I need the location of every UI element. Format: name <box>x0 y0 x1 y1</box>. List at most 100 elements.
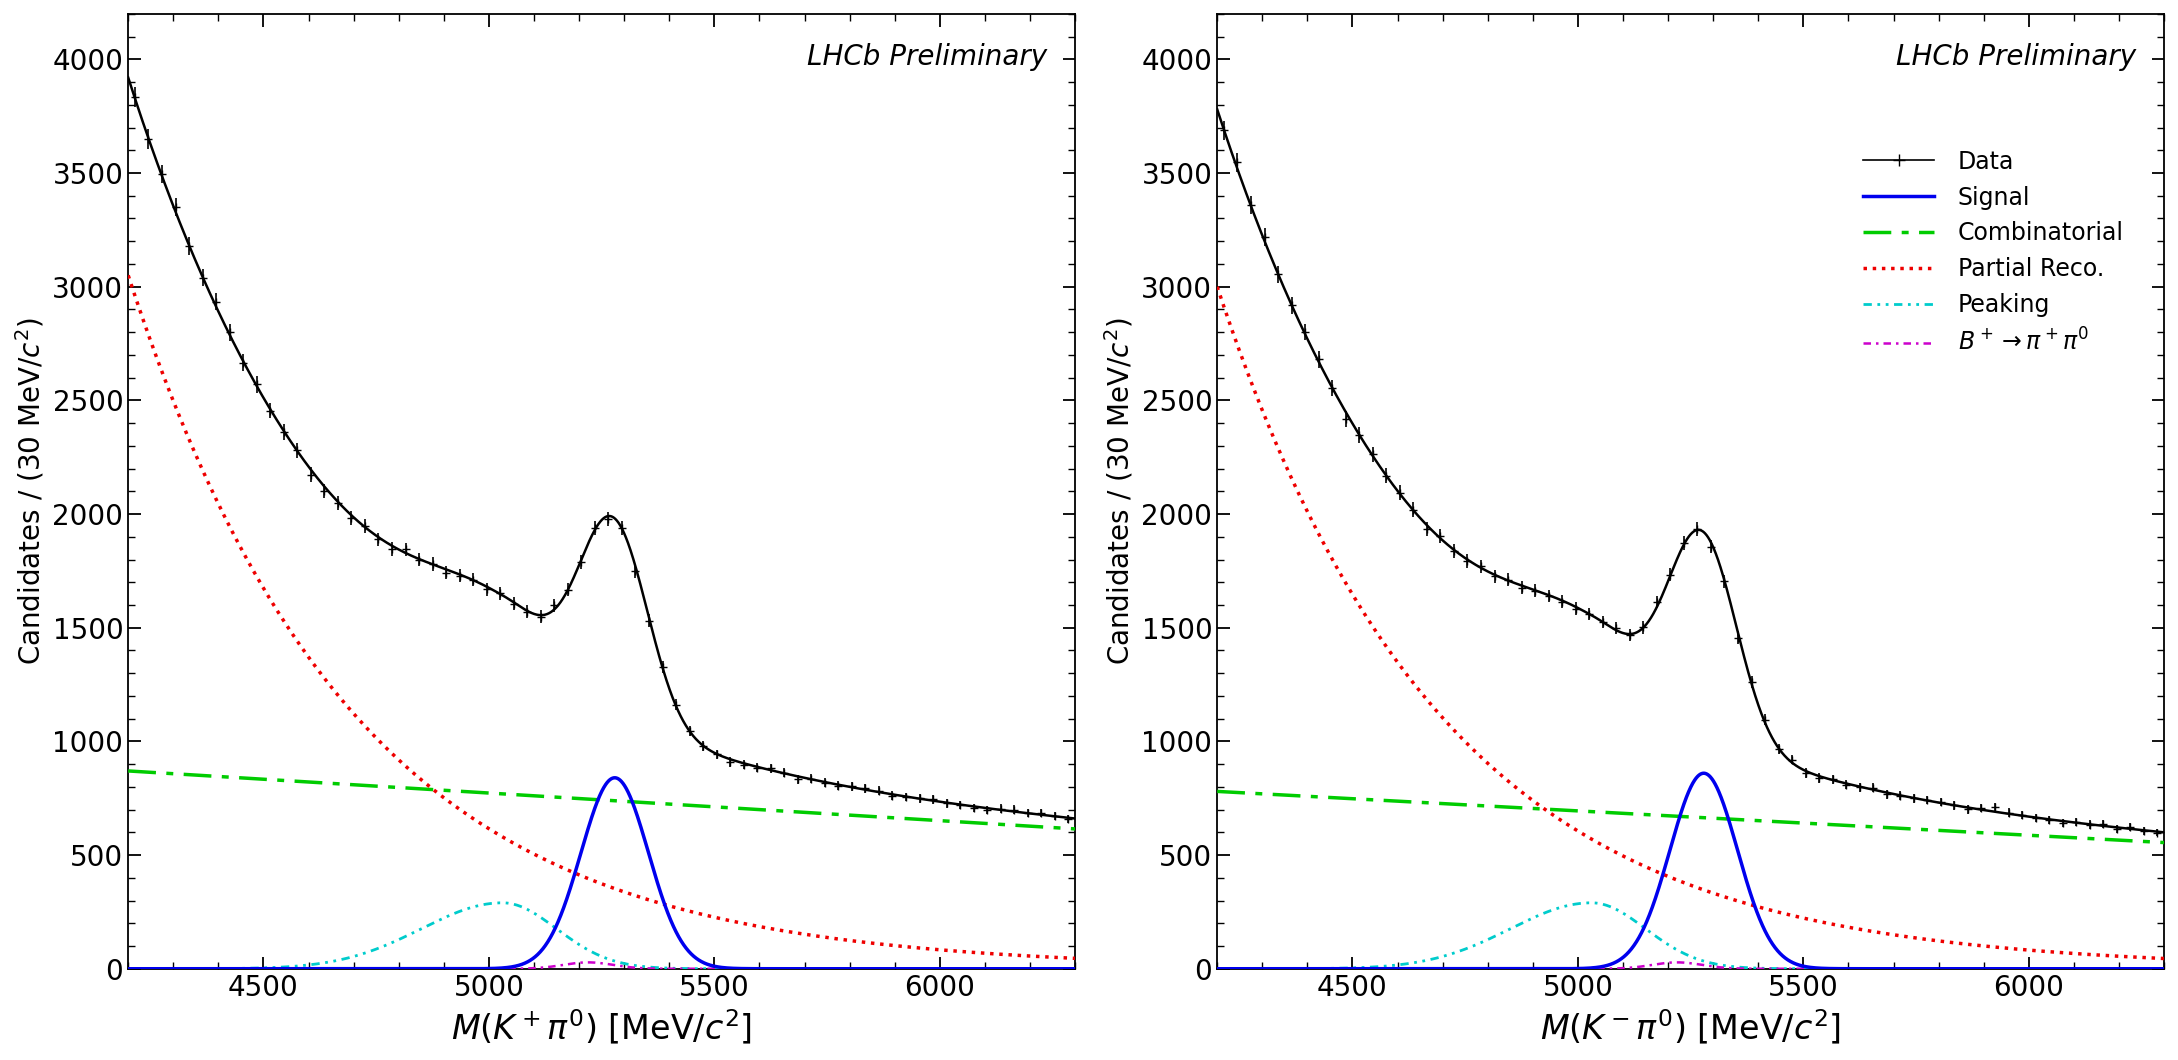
Partial Reco. <box>2152 952 2178 965</box>
$B^+ \rightarrow \pi^+\pi^0$ <box>115 962 142 975</box>
$B^+ \rightarrow \pi^+\pi^0$ <box>1607 961 1634 974</box>
Peaking <box>1063 962 1089 975</box>
Combinatorial <box>1311 791 1337 803</box>
Partial Reco. <box>1063 952 1089 965</box>
Partial Reco. <box>1311 540 1337 552</box>
Line: Signal: Signal <box>129 778 1076 969</box>
Peaking <box>1204 962 1231 975</box>
$B^+ \rightarrow \pi^+\pi^0$ <box>1664 956 1690 969</box>
Peaking <box>1043 962 1069 975</box>
$B^+ \rightarrow \pi^+\pi^0$ <box>2132 962 2158 975</box>
Signal <box>115 962 142 975</box>
Partial Reco. <box>518 847 544 860</box>
$B^+ \rightarrow \pi^+\pi^0$ <box>279 962 305 975</box>
Peaking <box>222 962 248 975</box>
Line: $B^+ \rightarrow \pi^+\pi^0$: $B^+ \rightarrow \pi^+\pi^0$ <box>1218 962 2165 969</box>
Line: Peaking: Peaking <box>1218 903 2165 969</box>
Line: Combinatorial: Combinatorial <box>129 771 1076 829</box>
Combinatorial <box>479 787 505 799</box>
$B^+ \rightarrow \pi^+\pi^0$ <box>1043 962 1069 975</box>
Peaking <box>2030 962 2056 975</box>
X-axis label: $M(K^+\pi^0)$ [MeV/$c^2$]: $M(K^+\pi^0)$ [MeV/$c^2$] <box>451 1007 751 1046</box>
Line: Peaking: Peaking <box>129 903 1076 969</box>
Signal <box>479 962 505 975</box>
$B^+ \rightarrow \pi^+\pi^0$ <box>941 962 967 975</box>
Signal <box>1063 962 1089 975</box>
Partial Reco. <box>941 944 967 957</box>
Peaking <box>2152 962 2178 975</box>
Line: Combinatorial: Combinatorial <box>1218 792 2165 843</box>
Peaking <box>1568 897 1594 909</box>
Peaking <box>1579 897 1605 909</box>
Partial Reco. <box>2030 944 2056 957</box>
Peaking <box>2132 962 2158 975</box>
Y-axis label: Candidates / (30 MeV/$c^2$): Candidates / (30 MeV/$c^2$) <box>13 317 46 666</box>
Peaking <box>279 960 305 973</box>
Partial Reco. <box>1607 849 1634 862</box>
Combinatorial <box>1568 805 1594 817</box>
Signal <box>1311 962 1337 975</box>
Peaking <box>941 962 967 975</box>
$B^+ \rightarrow \pi^+\pi^0$ <box>1568 962 1594 975</box>
Peaking <box>1311 962 1337 975</box>
Line: $B^+ \rightarrow \pi^+\pi^0$: $B^+ \rightarrow \pi^+\pi^0$ <box>129 962 1076 969</box>
Peaking <box>521 906 547 919</box>
Partial Reco. <box>1368 633 1394 646</box>
Combinatorial <box>115 764 142 777</box>
$B^+ \rightarrow \pi^+\pi^0$ <box>2152 962 2178 975</box>
Partial Reco. <box>279 628 305 640</box>
Signal <box>601 772 627 784</box>
Combinatorial <box>279 775 305 788</box>
Text: LHCb Preliminary: LHCb Preliminary <box>1895 42 2137 71</box>
X-axis label: $M(K^-\pi^0)$ [MeV/$c^2$]: $M(K^-\pi^0)$ [MeV/$c^2$] <box>1540 1007 1840 1046</box>
Combinatorial <box>1607 807 1634 819</box>
Partial Reco. <box>1204 280 1231 293</box>
Combinatorial <box>2030 830 2056 843</box>
$B^+ \rightarrow \pi^+\pi^0$ <box>518 961 544 974</box>
Combinatorial <box>1063 823 1089 835</box>
$B^+ \rightarrow \pi^+\pi^0$ <box>575 956 601 969</box>
$B^+ \rightarrow \pi^+\pi^0$ <box>1311 962 1337 975</box>
Partial Reco. <box>115 269 142 282</box>
Combinatorial <box>1043 822 1069 834</box>
Peaking <box>479 897 505 909</box>
Combinatorial <box>518 790 544 802</box>
Partial Reco. <box>1043 951 1069 964</box>
$B^+ \rightarrow \pi^+\pi^0$ <box>479 962 505 975</box>
Signal <box>2132 962 2158 975</box>
Combinatorial <box>1204 785 1231 798</box>
Line: Partial Reco.: Partial Reco. <box>129 276 1076 958</box>
$B^+ \rightarrow \pi^+\pi^0$ <box>2030 962 2056 975</box>
Line: Signal: Signal <box>1218 773 2165 969</box>
Signal <box>1568 962 1594 975</box>
Signal <box>518 953 544 966</box>
Combinatorial <box>1368 794 1394 807</box>
$B^+ \rightarrow \pi^+\pi^0$ <box>1368 962 1394 975</box>
Legend: Data, Signal, Combinatorial, Partial Reco., Peaking, $B^+ \rightarrow \pi^+\pi^0: Data, Signal, Combinatorial, Partial Rec… <box>1853 140 2134 366</box>
Combinatorial <box>2152 836 2178 849</box>
Signal <box>2152 962 2178 975</box>
Peaking <box>1610 906 1636 919</box>
Peaking <box>490 897 516 909</box>
$B^+ \rightarrow \pi^+\pi^0$ <box>1204 962 1231 975</box>
Combinatorial <box>222 772 248 784</box>
Signal <box>1204 962 1231 975</box>
Combinatorial <box>2132 835 2158 848</box>
Signal <box>1690 766 1716 779</box>
Partial Reco. <box>479 824 505 836</box>
Peaking <box>115 962 142 975</box>
Combinatorial <box>941 815 967 828</box>
Signal <box>941 962 967 975</box>
Partial Reco. <box>222 533 248 546</box>
Signal <box>1043 962 1069 975</box>
Signal <box>279 962 305 975</box>
$B^+ \rightarrow \pi^+\pi^0$ <box>222 962 248 975</box>
Line: Partial Reco.: Partial Reco. <box>1218 286 2165 958</box>
Signal <box>2030 962 2056 975</box>
Y-axis label: Candidates / (30 MeV/$c^2$): Candidates / (30 MeV/$c^2$) <box>1102 317 1135 666</box>
Partial Reco. <box>1568 826 1594 838</box>
Partial Reco. <box>2132 951 2158 964</box>
Peaking <box>1368 960 1394 973</box>
Signal <box>222 962 248 975</box>
Signal <box>1368 962 1394 975</box>
